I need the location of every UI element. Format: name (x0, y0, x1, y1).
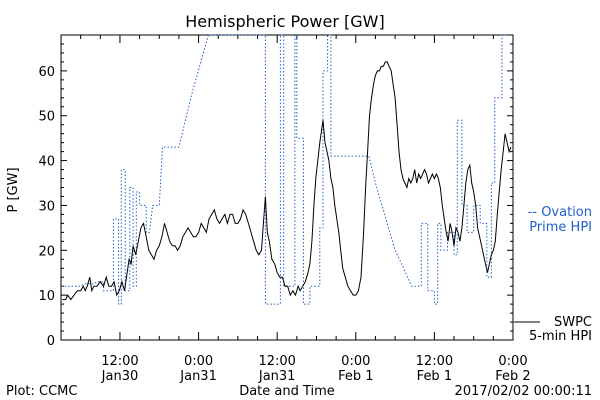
y-tick-label: 40 (38, 155, 55, 170)
x-tick-label-time: 0:00 (184, 354, 213, 369)
legend-label-line: 5-min HPI (529, 329, 592, 344)
y-tick-label: 10 (38, 289, 55, 304)
x-tick-label-date: Feb 1 (417, 369, 452, 384)
x-tick-label-date: Jan31 (179, 369, 217, 384)
y-axis-label: P [GW] (6, 167, 21, 212)
plot-credit: Plot: CCMC (6, 384, 77, 399)
x-tick-label-date: Jan31 (258, 369, 296, 384)
y-tick-label: 60 (38, 65, 55, 80)
y-axis-ticks: 0 10 20 30 40 50 60 (38, 34, 513, 349)
series-line-swpc-5-min-hpi (62, 61, 512, 301)
chart-title: Hemispheric Power [GW] (185, 12, 384, 31)
x-tick-label-time: 12:00 (101, 354, 138, 369)
x-tick-label-date: Feb 1 (338, 369, 373, 384)
y-tick-label: 50 (38, 110, 55, 125)
x-tick-label-date: Feb 2 (495, 369, 530, 384)
series-layer (61, 34, 512, 305)
x-tick-label-time: 12:00 (258, 354, 295, 369)
legend-label-line: -- Ovation (528, 205, 592, 220)
x-tick-label-time: 0:00 (498, 354, 527, 369)
x-tick-label-time: 0:00 (341, 354, 370, 369)
plot-frame (60, 34, 514, 341)
legend-label-line: Prime HPI (529, 220, 592, 235)
x-tick-label-time: 12:00 (416, 354, 453, 369)
x-axis-label: Date and Time (239, 384, 335, 399)
y-tick-label: 0 (47, 334, 55, 349)
legend-label-line: SWPC (554, 315, 592, 330)
x-tick-label-date: Jan30 (101, 369, 139, 384)
y-tick-label: 20 (38, 244, 55, 259)
y-tick-label: 30 (38, 199, 55, 214)
series-line-ovation-prime-hpi (61, 34, 507, 305)
plot-timestamp: 2017/02/02 00:00:11 (455, 384, 592, 399)
